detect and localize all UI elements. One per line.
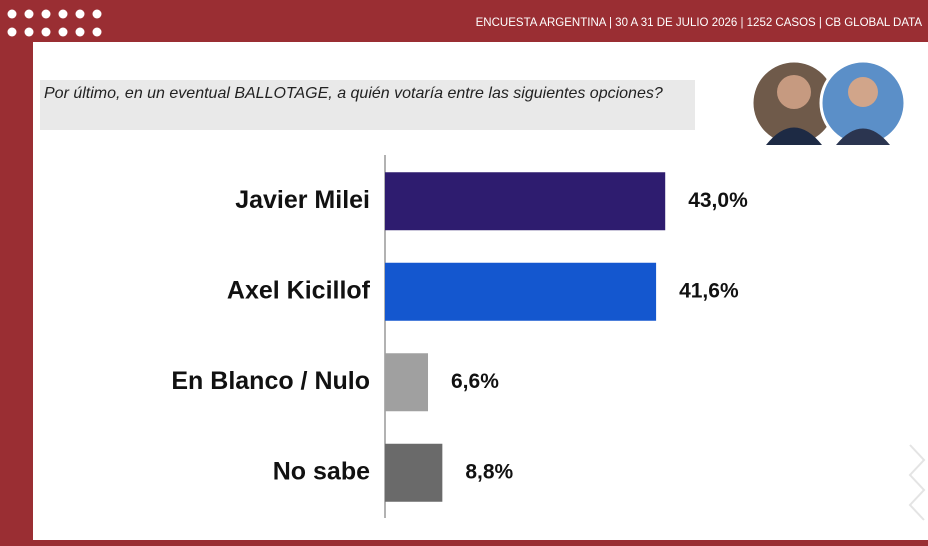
- category-label: En Blanco / Nulo: [171, 367, 370, 395]
- candidate-photos: [750, 59, 907, 147]
- value-label: 43,0%: [688, 189, 748, 212]
- category-label: Javier Milei: [235, 186, 370, 214]
- value-label: 6,6%: [451, 370, 499, 393]
- bar: [385, 443, 443, 502]
- category-label: No sabe: [273, 457, 370, 485]
- header-text: ENCUESTA ARGENTINA | 30 A 31 DE JULIO 20…: [475, 17, 922, 29]
- header-dots: [7, 9, 102, 37]
- category-label: Axel Kicillof: [227, 276, 371, 304]
- decoration: [908, 444, 926, 521]
- bar: [385, 262, 657, 321]
- value-label: 8,8%: [465, 460, 513, 483]
- question-text: Por último, en un eventual BALLOTAGE, a …: [40, 80, 695, 130]
- value-label: 41,6%: [679, 279, 739, 302]
- bar: [385, 172, 666, 231]
- bar: [385, 353, 429, 412]
